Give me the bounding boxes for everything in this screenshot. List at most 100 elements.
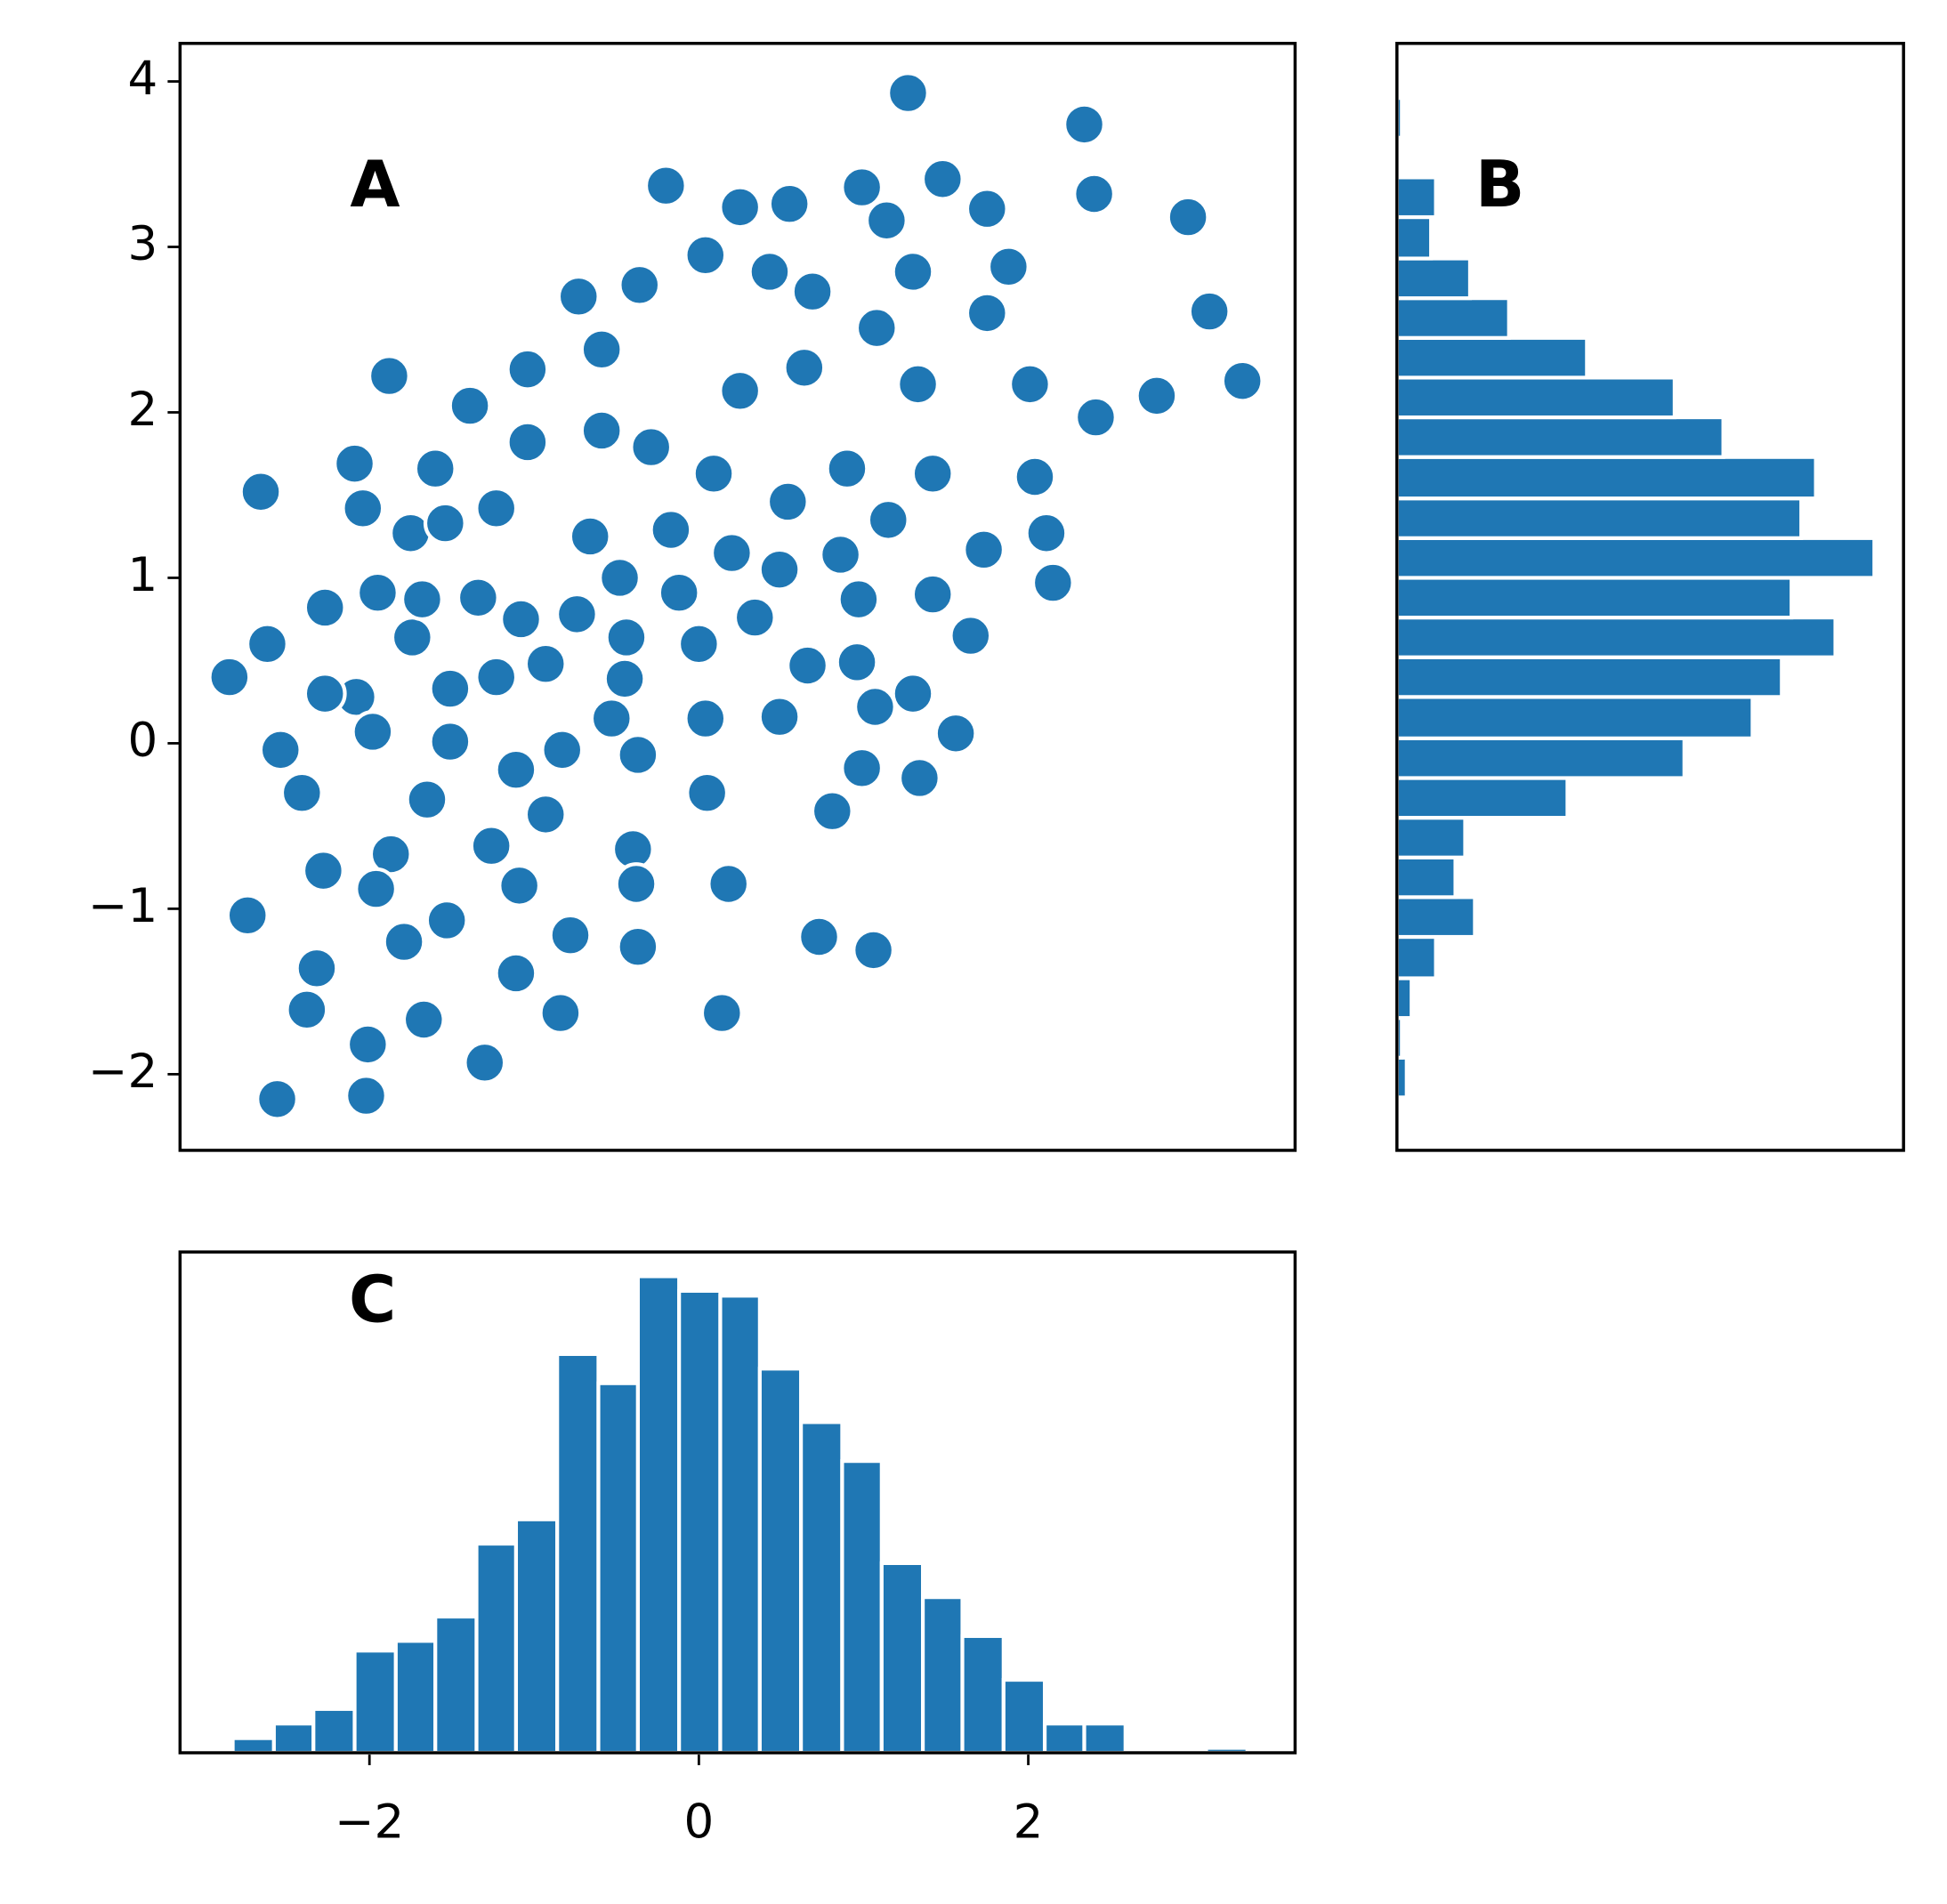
- scatter-point: [448, 383, 492, 428]
- histogram-bar: [1394, 776, 1570, 820]
- scatter-point: [469, 824, 513, 868]
- scatter-point: [897, 756, 941, 800]
- axes-frame: [1395, 42, 1905, 1152]
- scatter-point: [1062, 102, 1106, 147]
- scatter-point: [643, 164, 688, 208]
- y-tick-label: −2: [88, 1045, 158, 1099]
- histogram-bar: [1394, 536, 1877, 580]
- scatter-point: [568, 514, 612, 559]
- scatter-point: [707, 862, 751, 906]
- histogram-bar: [352, 1649, 398, 1755]
- scatter-point: [629, 425, 674, 469]
- histogram-bar: [1394, 934, 1438, 980]
- histogram-bar: [840, 1459, 884, 1755]
- scatter-point: [965, 291, 1009, 335]
- scatter-point: [589, 697, 634, 740]
- histogram-bar: [474, 1541, 519, 1755]
- scatter-point: [819, 533, 862, 577]
- scatter-point: [767, 182, 812, 226]
- scatter-point: [886, 71, 930, 115]
- scatter-point: [602, 657, 647, 701]
- histogram-bar: [1394, 415, 1725, 459]
- histogram-bar: [1394, 335, 1589, 380]
- histogram-bar: [1394, 615, 1838, 659]
- scatter-point: [683, 233, 728, 278]
- scatter-point: [676, 622, 721, 666]
- scatter-point: [949, 614, 993, 658]
- histogram-bar: [1394, 296, 1511, 340]
- scatter-point: [345, 1022, 390, 1067]
- scatter-point: [1074, 395, 1118, 440]
- histogram-bar: [799, 1420, 844, 1755]
- scatter-point: [303, 585, 347, 630]
- scatter-point: [405, 778, 449, 822]
- scatter-point: [456, 576, 500, 620]
- scatter-point: [390, 616, 434, 659]
- histogram-bar: [718, 1294, 762, 1755]
- scatter-point: [718, 185, 763, 230]
- scatter-point: [747, 250, 792, 294]
- scatter-point: [1166, 195, 1210, 239]
- histogram-bar: [1394, 816, 1467, 859]
- histogram-bar: [1394, 576, 1794, 620]
- scatter-point: [494, 951, 538, 996]
- scatter-point: [782, 345, 827, 390]
- histogram-bar: [555, 1351, 601, 1755]
- scatter-point: [1220, 359, 1264, 403]
- scatter-point: [579, 408, 624, 453]
- histogram-bar: [921, 1595, 965, 1755]
- scatter-point: [965, 187, 1009, 231]
- scatter-point: [401, 997, 446, 1042]
- scatter-point: [505, 347, 550, 391]
- histogram-bar: [879, 1561, 925, 1755]
- scatter-point: [986, 245, 1030, 289]
- histogram-bar: [393, 1639, 438, 1755]
- scatter-point: [207, 655, 252, 699]
- scatter-point: [891, 250, 935, 294]
- scatter-point: [810, 789, 854, 834]
- scatter-point: [301, 849, 345, 893]
- scatter-point: [765, 480, 810, 524]
- scatter-point: [797, 915, 841, 959]
- scatter-point: [825, 447, 869, 491]
- histogram-bar: [230, 1736, 276, 1755]
- histogram-bar: [311, 1706, 357, 1755]
- scatter-point: [866, 497, 910, 542]
- scatter-point: [962, 528, 1006, 572]
- scatter-point: [463, 1040, 507, 1085]
- scatter-point: [1187, 289, 1232, 334]
- scatter-point: [691, 451, 736, 496]
- scatter-point: [258, 728, 303, 772]
- histogram-bar: [960, 1634, 1006, 1755]
- y-tick-label: −1: [88, 879, 158, 933]
- scatter-point: [854, 306, 899, 351]
- scatter-point: [1135, 374, 1179, 418]
- axes-frame: [178, 1250, 1297, 1755]
- scatter-point: [523, 641, 568, 686]
- scatter-point: [840, 165, 885, 209]
- histogram-bar: [271, 1722, 316, 1755]
- scatter-point: [649, 508, 693, 552]
- x-tick-label: 2: [1014, 1795, 1044, 1850]
- panel-label: A: [350, 148, 400, 222]
- scatter-point: [351, 710, 395, 754]
- histogram-bar: [513, 1517, 560, 1755]
- histogram-bar: [1394, 256, 1473, 301]
- scatter-point: [579, 327, 624, 372]
- histogram-bar: [1394, 655, 1784, 699]
- histogram-bar: [1394, 214, 1434, 261]
- scatter-point: [474, 655, 519, 699]
- scatter-point: [540, 728, 585, 772]
- scatter-point: [494, 747, 538, 792]
- histogram-bar: [635, 1274, 682, 1755]
- histogram-bar: [1394, 175, 1438, 220]
- scatter-point: [354, 867, 399, 911]
- scatter-point: [344, 1074, 388, 1117]
- scatter-point: [1072, 172, 1117, 216]
- scatter-point: [474, 486, 519, 530]
- scatter-point: [836, 577, 881, 622]
- scatter-point: [523, 793, 568, 836]
- histogram-bar: [1394, 855, 1458, 900]
